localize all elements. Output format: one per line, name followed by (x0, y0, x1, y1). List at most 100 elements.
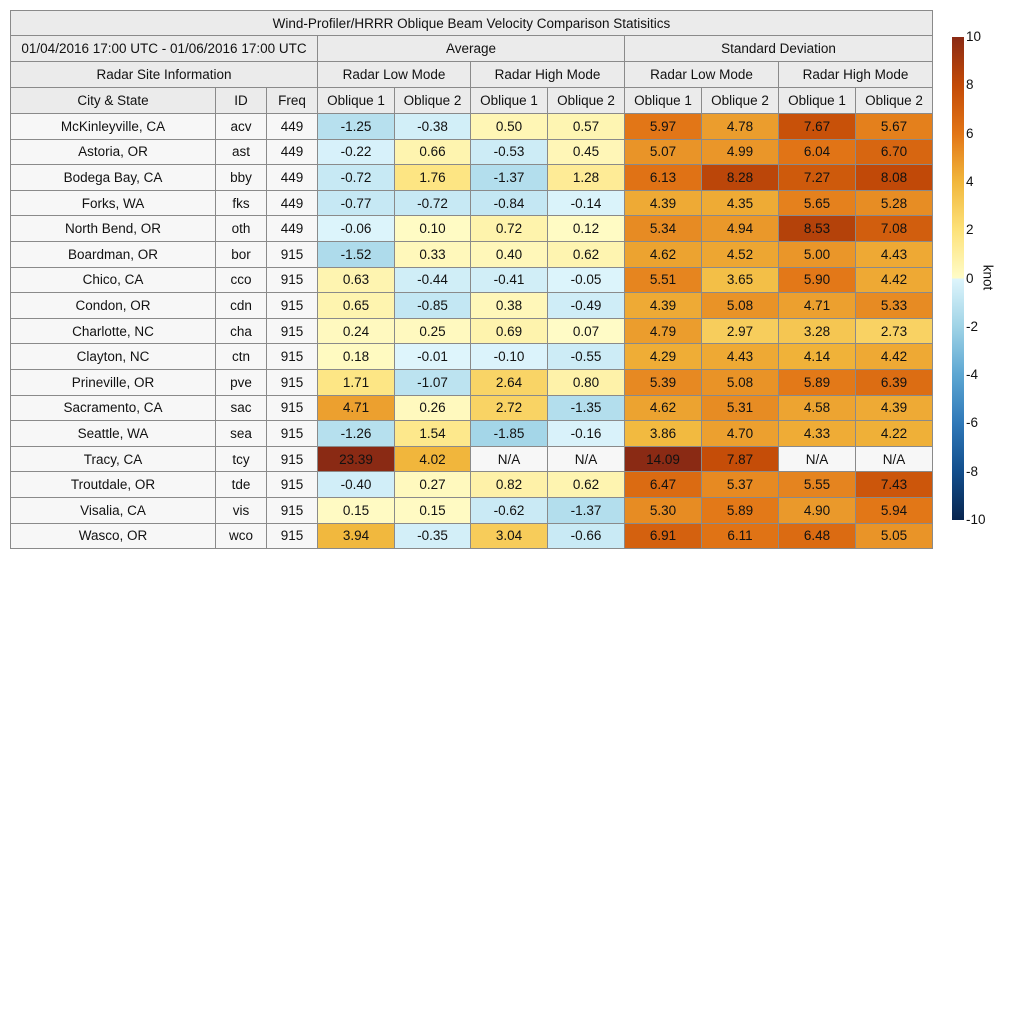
heatmap-cell: 0.40 (470, 240, 548, 268)
heatmap-cell: N/A (547, 445, 625, 473)
heatmap-cell: 2.97 (701, 317, 779, 345)
heatmap-cell: 5.34 (624, 215, 702, 242)
site-id: cha (215, 317, 267, 345)
colorbar-tick: -10 (966, 512, 986, 527)
colorbar-tick: -4 (966, 367, 979, 383)
site-city: Wasco, OR (10, 522, 216, 550)
column-header: City & State (10, 87, 216, 114)
heatmap-cell: 5.05 (855, 522, 933, 550)
heatmap-cell: -1.37 (547, 496, 625, 524)
colorbar-tick: -6 (966, 415, 979, 431)
site-freq: 915 (266, 471, 318, 498)
heatmap-cell: 3.28 (778, 317, 856, 345)
heatmap-cell: 6.13 (624, 164, 702, 191)
table-row: Condon, OR cdn 915 0.65 -0.85 0.38 -0.49 4.39 5.… (10, 292, 933, 319)
table-row: Bodega Bay, CA bby 449 -0.72 1.76 -1.37 1.28 6.… (10, 164, 933, 191)
heatmap-cell: 4.22 (855, 420, 933, 447)
heatmap-cell: 3.04 (470, 522, 548, 550)
site-freq: 449 (266, 113, 318, 140)
site-city: Chico, CA (10, 266, 216, 294)
heatmap-cell: 0.15 (394, 496, 471, 524)
heatmap-cell: 0.24 (317, 317, 395, 345)
colorbar-tick: 10 (966, 29, 982, 44)
table-row: Chico, CA cco 915 0.63 -0.44 -0.41 -0.05 5.51 3.… (10, 266, 933, 294)
site-freq: 915 (266, 240, 318, 268)
heatmap-cell: 0.33 (394, 240, 471, 268)
heatmap-cell: 5.30 (624, 496, 702, 524)
heatmap-cell: -1.52 (317, 240, 395, 268)
heatmap-cell: N/A (855, 445, 933, 473)
heatmap-cell: -1.25 (317, 113, 395, 140)
site-freq: 915 (266, 394, 318, 422)
heatmap-cell: 8.53 (778, 215, 856, 242)
heatmap-cell: 5.89 (701, 496, 779, 524)
site-id: ctn (215, 343, 267, 370)
heatmap-cell: 4.42 (855, 266, 933, 294)
table-row: Seattle, WA sea 915 -1.26 1.54 -1.85 -0.16 3.86… (10, 420, 933, 447)
heatmap-cell: 6.11 (701, 522, 779, 550)
heatmap-cell: 4.02 (394, 445, 471, 473)
heatmap-cell: N/A (470, 445, 548, 473)
heatmap-cell: -1.26 (317, 420, 395, 447)
site-freq: 915 (266, 445, 318, 473)
heatmap-cell: 3.94 (317, 522, 395, 550)
heatmap-cell: 4.39 (624, 292, 702, 319)
heatmap-cell: -0.35 (394, 522, 471, 550)
site-city: Prineville, OR (10, 368, 216, 396)
colorbar-tick: 0 (966, 270, 974, 286)
site-city: Clayton, NC (10, 343, 216, 370)
site-id: oth (215, 215, 267, 242)
site-freq: 915 (266, 368, 318, 396)
table-row: Boardman, OR bor 915 -1.52 0.33 0.40 0.62 4.62 4… (10, 240, 933, 268)
heatmap-cell: 23.39 (317, 445, 395, 473)
table-row: North Bend, OR oth 449 -0.06 0.10 0.72 0.12 5.3… (10, 215, 933, 242)
heatmap-cell: 4.90 (778, 496, 856, 524)
heatmap-cell: 5.94 (855, 496, 933, 524)
heatmap-cell: 5.08 (701, 368, 779, 396)
colorbar-tick: 8 (966, 77, 974, 93)
heatmap-cell: 4.62 (624, 394, 702, 422)
heatmap-cell: 0.07 (547, 317, 625, 345)
site-info-header: Radar Site Information (10, 61, 318, 88)
comparison-table: Wind-Profiler/HRRR Oblique Beam Velocity… (10, 10, 933, 550)
column-header: Oblique 1 (470, 87, 548, 114)
heatmap-cell: 0.66 (394, 138, 471, 166)
heatmap-cell: -0.55 (547, 343, 625, 370)
heatmap-cell: 6.47 (624, 471, 702, 498)
heatmap-cell: 7.67 (778, 113, 856, 140)
heatmap-cell: 0.38 (470, 292, 548, 319)
site-freq: 449 (266, 215, 318, 242)
heatmap-cell: 4.71 (778, 292, 856, 319)
heatmap-cell: 8.28 (701, 164, 779, 191)
heatmap-cell: 1.54 (394, 420, 471, 447)
column-header: Oblique 1 (624, 87, 702, 114)
heatmap-cell: -0.72 (394, 189, 471, 217)
heatmap-cell: 3.65 (701, 266, 779, 294)
group-average: Average (317, 35, 625, 62)
heatmap-cell: 5.39 (624, 368, 702, 396)
heatmap-cell: 2.73 (855, 317, 933, 345)
heatmap-cell: 6.48 (778, 522, 856, 550)
heatmap-cell: -0.06 (317, 215, 395, 242)
site-city: Seattle, WA (10, 420, 216, 447)
heatmap-cell: 2.64 (470, 368, 548, 396)
site-freq: 915 (266, 266, 318, 294)
heatmap-cell: 5.00 (778, 240, 856, 268)
heatmap-cell: 0.63 (317, 266, 395, 294)
site-freq: 915 (266, 292, 318, 319)
table-row: Forks, WA fks 449 -0.77 -0.72 -0.84 -0.14 4.39 4… (10, 189, 933, 217)
site-id: bor (215, 240, 267, 268)
heatmap-cell: 4.58 (778, 394, 856, 422)
period-label: 01/04/2016 17:00 UTC - 01/06/2016 17:00 … (10, 35, 318, 62)
heatmap-cell: 7.27 (778, 164, 856, 191)
colorbar-tick: 4 (966, 173, 974, 189)
heatmap-cell: 0.26 (394, 394, 471, 422)
heatmap-cell: 8.08 (855, 164, 933, 191)
heatmap-cell: 5.07 (624, 138, 702, 166)
site-freq: 449 (266, 138, 318, 166)
heatmap-cell: 5.97 (624, 113, 702, 140)
heatmap-cell: 6.39 (855, 368, 933, 396)
heatmap-cell: 4.79 (624, 317, 702, 345)
site-city: Condon, OR (10, 292, 216, 319)
table-row: Clayton, NC ctn 915 0.18 -0.01 -0.10 -0.55 4.29… (10, 343, 933, 370)
